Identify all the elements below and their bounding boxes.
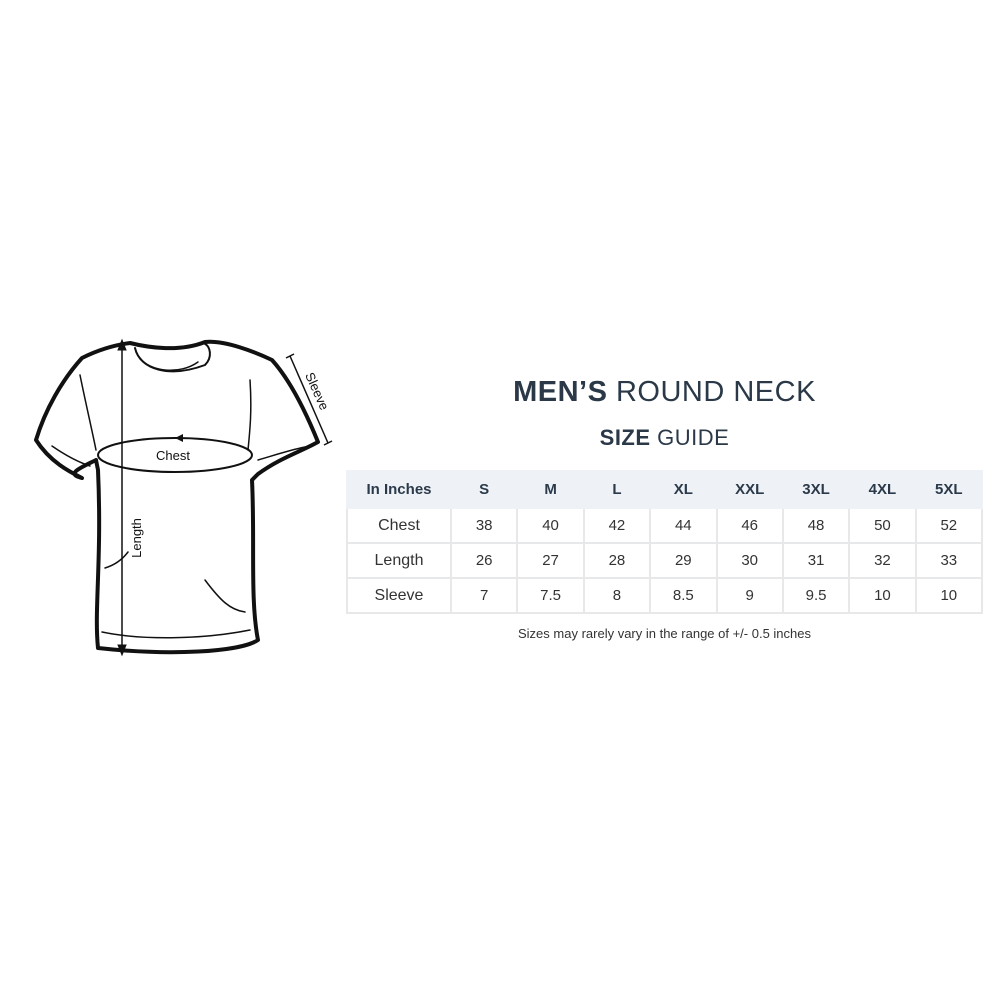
length-measure <box>117 338 127 657</box>
table-cell: 33 <box>914 542 984 579</box>
table-cell: 31 <box>781 542 851 579</box>
header-cell: S <box>449 470 519 509</box>
header-cell: 4XL <box>848 470 917 509</box>
header-cell: XL <box>649 470 718 509</box>
header-cell: 3XL <box>781 470 851 509</box>
length-label: Length <box>129 518 144 558</box>
table-cell: 52 <box>914 507 984 544</box>
sleeve-label: Sleeve <box>302 370 332 412</box>
page-subtitle: SIZE GUIDE <box>346 425 983 451</box>
table-cell: 38 <box>449 507 519 544</box>
table-header-row: In Inches S M L XL XXL 3XL 4XL 5XL <box>346 470 984 509</box>
table-cell: 29 <box>649 542 718 579</box>
table-cell: 27 <box>516 542 585 579</box>
subtitle-light: GUIDE <box>657 425 730 450</box>
header-cell: L <box>582 470 652 509</box>
table-cell: 10 <box>848 577 917 614</box>
subtitle-bold: SIZE <box>599 425 651 450</box>
title-bold: MEN’S <box>513 376 608 408</box>
table-cell: 7 <box>449 577 519 614</box>
sleeve-measure <box>285 353 333 446</box>
table-row: Length 26 27 28 29 30 31 32 33 <box>346 542 984 579</box>
size-variance-note: Sizes may rarely vary in the range of +/… <box>518 626 811 641</box>
table-cell: 42 <box>582 507 652 544</box>
table-cell: 30 <box>715 542 784 579</box>
row-label: Sleeve <box>346 577 452 614</box>
table-cell: 7.5 <box>516 577 585 614</box>
table-cell: 10 <box>914 577 984 614</box>
table-cell: 44 <box>649 507 718 544</box>
size-table: In Inches S M L XL XXL 3XL 4XL 5XL Chest… <box>346 470 984 614</box>
table-cell: 8.5 <box>649 577 718 614</box>
row-label: Chest <box>346 507 452 544</box>
header-cell: XXL <box>715 470 784 509</box>
table-cell: 48 <box>781 507 851 544</box>
table-row: Chest 38 40 42 44 46 48 50 52 <box>346 507 984 544</box>
table-cell: 40 <box>516 507 585 544</box>
table-cell: 28 <box>582 542 652 579</box>
table-cell: 50 <box>848 507 917 544</box>
table-cell: 32 <box>848 542 917 579</box>
table-cell: 9.5 <box>781 577 851 614</box>
page-title: MEN’S ROUND NECK <box>346 376 983 409</box>
header-cell: M <box>516 470 585 509</box>
table-cell: 8 <box>582 577 652 614</box>
table-row: Sleeve 7 7.5 8 8.5 9 9.5 10 10 <box>346 577 984 614</box>
tshirt-diagram: Chest Length Sleeve <box>34 338 333 657</box>
shirt-outline <box>34 339 320 655</box>
chest-label: Chest <box>156 448 190 463</box>
chest-measure <box>97 434 253 473</box>
table-cell: 26 <box>449 542 519 579</box>
header-cell: 5XL <box>914 470 984 509</box>
title-light: ROUND NECK <box>615 376 816 408</box>
row-label: Length <box>346 542 452 579</box>
table-cell: 46 <box>715 507 784 544</box>
header-cell: In Inches <box>346 470 452 509</box>
table-cell: 9 <box>715 577 784 614</box>
